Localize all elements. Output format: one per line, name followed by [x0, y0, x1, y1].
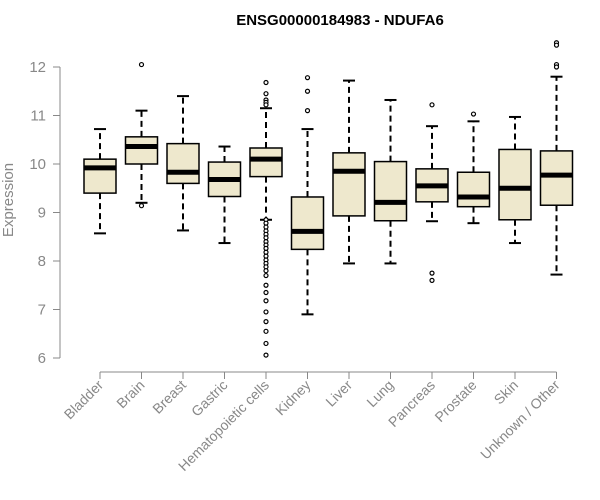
boxes-layer [83, 40, 574, 358]
x-tick-label: Lung [363, 377, 396, 410]
y-axis: 6 7 8 9 10 11 12 [29, 59, 61, 367]
iqr-box [373, 160, 408, 222]
box-pancreas [415, 102, 449, 283]
outlier-point [138, 61, 145, 68]
y-tick-label: 10 [29, 156, 46, 173]
box-brain [124, 61, 159, 209]
outlier-point [263, 102, 269, 108]
outlier-point [263, 79, 269, 86]
iqr-box [290, 196, 325, 251]
box-breast [166, 95, 200, 232]
outlier-point [263, 268, 269, 274]
x-tick-label: Prostate [431, 377, 479, 425]
iqr-box [332, 152, 366, 217]
outlier-point [138, 203, 145, 209]
outlier-point [263, 289, 269, 296]
outlier-point [263, 298, 269, 304]
y-axis-label: Expression [0, 163, 17, 237]
iqr-box [83, 158, 117, 194]
outlier-point [263, 309, 269, 315]
box-unknown-other [539, 40, 574, 276]
x-tick-label: Brain [113, 377, 147, 411]
outlier-point [263, 319, 269, 325]
box-lung [373, 98, 408, 265]
x-tick-label: Liver [322, 377, 355, 410]
box-liver [332, 79, 366, 265]
outlier-point [263, 340, 269, 347]
iqr-box [498, 148, 532, 221]
outlier-point [429, 277, 435, 283]
y-tick-label: 7 [38, 302, 46, 319]
box-bladder [83, 128, 117, 235]
outlier-point [263, 272, 269, 279]
outlier-point [263, 282, 269, 288]
x-tick-label: Kidney [272, 377, 314, 419]
outlier-point [429, 270, 435, 276]
x-tick-label: Bladder [61, 377, 107, 423]
box-gastric [207, 145, 242, 245]
outlier-point [470, 111, 477, 117]
outlier-point [263, 328, 269, 334]
iqr-box [166, 142, 200, 185]
outlier-point [263, 91, 269, 97]
box-prostate [456, 111, 491, 225]
y-tick-label: 8 [38, 253, 46, 270]
box-skin [498, 115, 532, 245]
chart-title: ENSG00000184983 - NDUFA6 [236, 12, 444, 29]
y-tick-label: 11 [30, 108, 46, 125]
outlier-point [263, 352, 269, 358]
outlier-point [304, 88, 311, 94]
iqr-box [539, 150, 574, 206]
outlier-point [304, 75, 311, 81]
iqr-box [124, 136, 159, 165]
x-tick-label: Skin [491, 377, 522, 408]
box-hematopoietic-cells [249, 79, 283, 358]
box-kidney [290, 75, 325, 316]
outlier-point [553, 42, 560, 48]
y-tick-label: 9 [38, 205, 46, 222]
outlier-point [429, 102, 435, 108]
iqr-box [249, 147, 283, 178]
x-tick-label: Breast [149, 377, 189, 417]
x-tick-label: Unknown / Other [477, 377, 563, 463]
y-tick-label: 12 [29, 59, 46, 76]
outlier-point [304, 108, 311, 114]
iqr-box [456, 171, 491, 208]
y-tick-label: 6 [38, 350, 46, 367]
outlier-point [553, 64, 560, 70]
